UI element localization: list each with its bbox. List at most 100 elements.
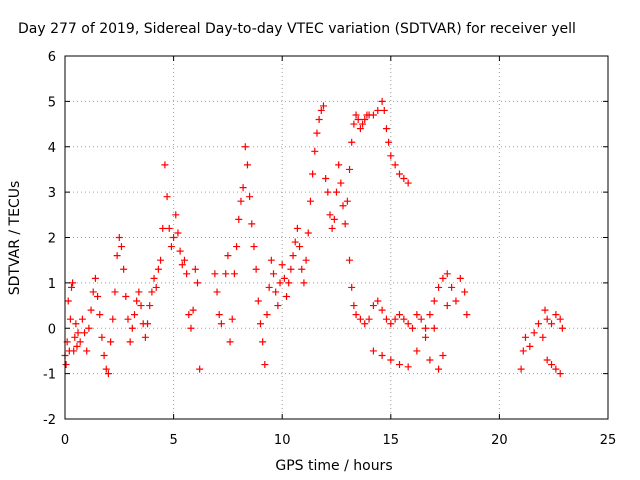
- data-point-marker: [326, 211, 334, 219]
- data-point-marker: [348, 138, 356, 146]
- y-tick-label: 6: [48, 50, 56, 65]
- data-point-marker: [534, 320, 542, 328]
- data-point-marker: [239, 184, 247, 192]
- data-point-marker: [144, 320, 152, 328]
- data-point-marker: [157, 256, 165, 264]
- data-point-marker: [517, 365, 525, 373]
- data-point-marker: [283, 292, 291, 300]
- data-point-marker: [552, 365, 560, 373]
- data-point-marker: [248, 220, 256, 228]
- data-point-marker: [159, 224, 167, 232]
- data-point-marker: [120, 265, 128, 273]
- y-axis-ticks: -2 -1 0 1 2 3 4 5 6: [43, 50, 608, 428]
- data-point-marker: [291, 238, 299, 246]
- data-point-marker: [461, 288, 469, 296]
- data-point-marker: [85, 324, 93, 332]
- x-tick-label: 5: [169, 433, 177, 448]
- data-point-marker: [224, 252, 232, 260]
- data-point-marker: [333, 188, 340, 196]
- data-point-marker: [267, 256, 275, 264]
- data-point-marker: [378, 351, 386, 359]
- y-tick-label: 5: [48, 95, 56, 110]
- data-point-marker: [250, 243, 258, 251]
- y-tick-label: -1: [43, 368, 56, 383]
- data-point-marker: [276, 279, 284, 287]
- data-point-marker: [237, 197, 245, 205]
- data-points: [61, 97, 566, 378]
- data-point-marker: [246, 193, 254, 201]
- x-tick-label: 0: [61, 433, 69, 448]
- data-point-marker: [387, 152, 395, 160]
- data-point-marker: [541, 306, 549, 314]
- data-point-marker: [448, 283, 456, 291]
- y-tick-label: 3: [48, 186, 56, 201]
- data-point-marker: [122, 292, 130, 300]
- data-point-marker: [359, 120, 367, 128]
- data-point-marker: [430, 297, 438, 305]
- data-point-marker: [115, 234, 123, 241]
- data-point-marker: [117, 243, 125, 251]
- data-point-marker: [335, 161, 343, 169]
- data-point-marker: [185, 311, 193, 319]
- data-point-marker: [213, 288, 221, 296]
- data-point-marker: [215, 311, 223, 319]
- data-point-marker: [256, 320, 264, 328]
- data-point-marker: [346, 165, 354, 173]
- y-axis-label: SDTVAR / TECUs: [7, 181, 23, 296]
- data-point-marker: [380, 106, 388, 114]
- data-point-marker: [78, 315, 86, 323]
- data-point-marker: [443, 302, 451, 310]
- data-point-marker: [526, 342, 534, 350]
- data-point-marker: [146, 302, 154, 310]
- data-point-marker: [126, 338, 134, 346]
- data-point-marker: [385, 138, 393, 146]
- data-point-marker: [148, 288, 156, 296]
- data-point-marker: [313, 129, 321, 137]
- data-point-marker: [378, 306, 386, 314]
- data-point-marker: [278, 261, 286, 269]
- data-point-marker: [382, 315, 390, 323]
- x-axis-ticks: 0 5 10 15 20 25: [61, 56, 616, 448]
- data-point-marker: [369, 111, 377, 119]
- y-tick-label: -2: [43, 413, 56, 428]
- data-point-marker: [361, 320, 369, 328]
- data-point-marker: [315, 116, 323, 124]
- data-point-marker: [341, 220, 349, 228]
- data-point-marker: [272, 288, 280, 296]
- data-point-marker: [83, 347, 91, 355]
- chart-title: Day 277 of 2019, Sidereal Day-to-day VTE…: [18, 21, 576, 37]
- data-point-marker: [289, 252, 297, 260]
- data-point-marker: [261, 361, 269, 369]
- data-point-marker: [395, 311, 403, 319]
- data-point-marker: [426, 356, 434, 364]
- data-point-marker: [172, 211, 180, 219]
- data-point-marker: [378, 97, 386, 105]
- data-point-marker: [430, 324, 438, 332]
- data-point-marker: [74, 329, 82, 337]
- data-point-marker: [439, 351, 447, 359]
- data-point-marker: [350, 120, 358, 128]
- data-point-marker: [73, 342, 81, 350]
- y-tick-label: 1: [48, 277, 56, 292]
- data-point-marker: [439, 274, 447, 282]
- x-tick-label: 10: [274, 433, 291, 448]
- data-point-marker: [354, 116, 362, 124]
- data-point-marker: [72, 320, 80, 328]
- data-point-marker: [456, 274, 464, 282]
- data-point-marker: [124, 315, 132, 323]
- data-point-marker: [89, 288, 97, 296]
- data-point-marker: [519, 347, 527, 355]
- data-point-marker: [391, 315, 399, 323]
- data-point-marker: [161, 161, 169, 169]
- data-point-marker: [311, 147, 319, 155]
- data-point-marker: [131, 311, 139, 319]
- data-point-marker: [187, 324, 195, 332]
- data-point-marker: [395, 170, 403, 178]
- data-point-marker: [163, 193, 171, 201]
- data-point-marker: [543, 315, 551, 323]
- x-tick-label: 15: [383, 433, 400, 448]
- data-point-marker: [128, 324, 136, 332]
- data-point-marker: [113, 252, 121, 260]
- data-point-marker: [228, 315, 236, 323]
